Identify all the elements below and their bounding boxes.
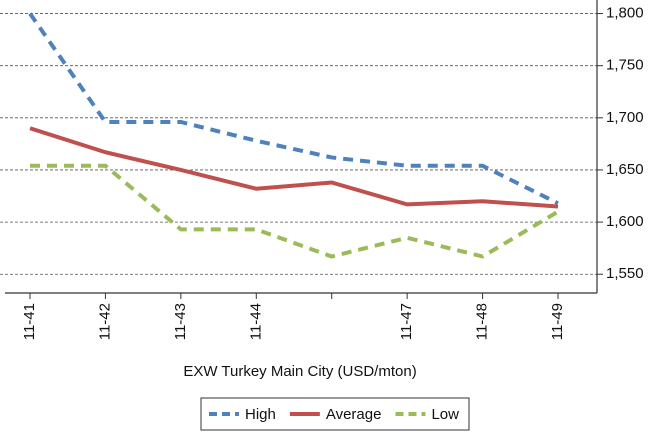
y-tick-label: 1,800	[606, 5, 644, 22]
y-tick-label: 1,750	[606, 57, 644, 74]
x-tick-label: 11-42	[96, 303, 113, 340]
x-tick-label: 11-44	[247, 303, 264, 340]
y-tick-label: 1,600	[606, 213, 644, 230]
x-tick-label: 11-43	[172, 303, 189, 340]
line-series	[29, 126, 559, 209]
legend-label: High	[245, 406, 276, 423]
x-tick-label: 11-41	[21, 303, 38, 340]
line-series	[28, 12, 559, 206]
x-tick-label: 11-48	[474, 303, 491, 340]
x-axis-title: EXW Turkey Main City (USD/mton)	[183, 363, 416, 380]
x-tick-label: 11-49	[549, 303, 566, 340]
line-series	[30, 163, 560, 259]
legend: High Average Low	[200, 397, 470, 431]
legend-label: Average	[326, 406, 382, 423]
legend-label: Low	[431, 406, 459, 423]
x-tick-label: 11-47	[398, 303, 415, 340]
y-tick-label: 1,550	[606, 265, 644, 282]
y-tick-label: 1,700	[606, 109, 644, 126]
y-tick-label: 1,650	[606, 161, 644, 178]
